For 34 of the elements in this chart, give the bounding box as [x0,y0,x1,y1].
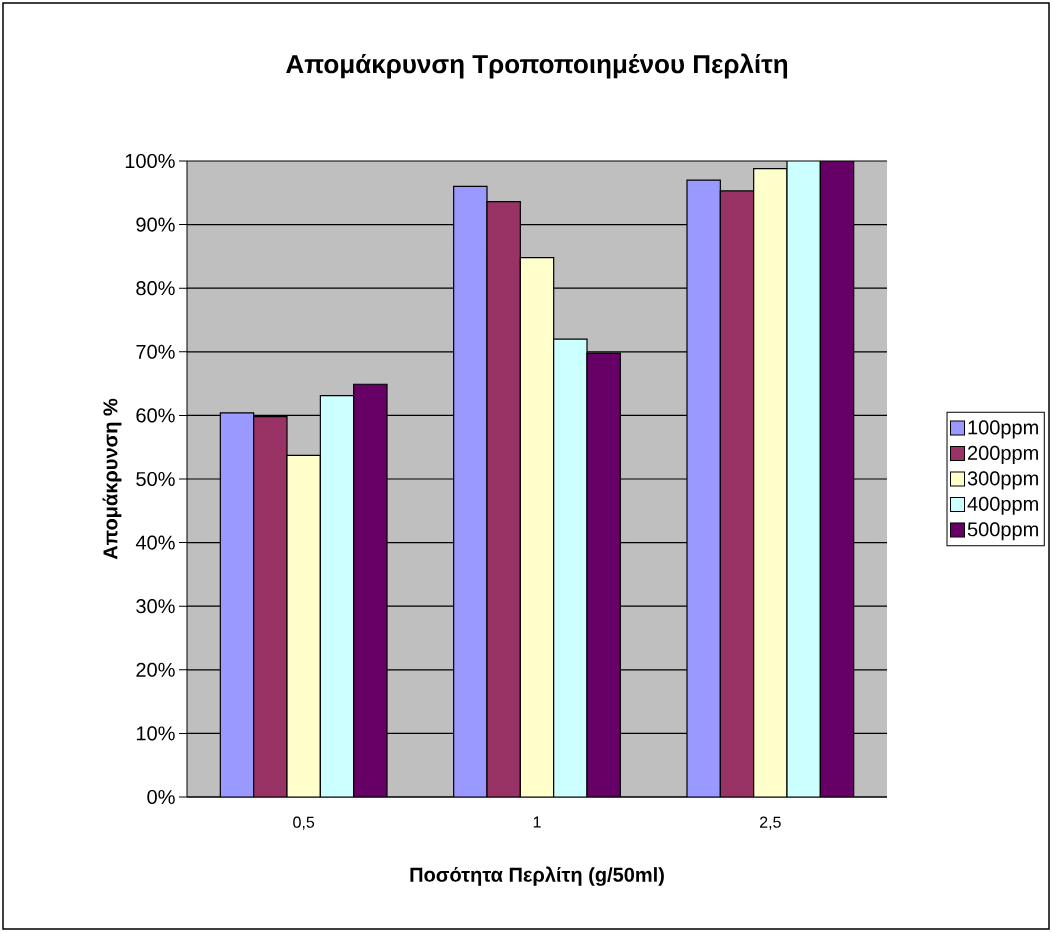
bar [219,412,255,797]
bar [553,338,588,797]
bar [786,160,821,797]
y-tick-label: 10% [136,726,175,741]
y-tick-label: 100% [125,153,175,169]
bar [719,190,755,797]
y-tick-label: 80% [136,281,175,296]
bar [686,179,721,797]
y-tick-label: 50% [136,471,175,487]
y-axis-title: Απομάκρυνση % [102,398,122,560]
legend-label: 400ppm [967,496,1038,515]
legend-label: 500ppm [967,522,1038,541]
x-tick-label: 0,5 [293,816,315,830]
y-tick-label: 60% [136,408,175,423]
x-axis-title: Ποσότητα Περλίτη (g/50ml) [410,866,664,886]
bar [453,185,488,797]
y-tick-label: 40% [135,535,175,550]
bar [486,201,521,797]
legend-label: 200ppm [968,445,1038,464]
legend-label: 100ppm [968,420,1038,439]
x-tick-label: 1 [533,816,541,828]
legend-label: 300ppm [967,471,1038,490]
bar [319,395,355,797]
bar [819,160,855,797]
x-tick-label: 2,5 [760,816,781,830]
chart-title: Απομάκρυνση Τροποποιημένου Περλίτη [286,53,788,79]
y-tick-label: 70% [136,344,175,359]
y-tick-label: 90% [136,217,175,232]
y-tick-label: 30% [136,599,175,614]
bar [253,416,288,797]
y-tick-label: 20% [136,662,175,677]
bar [586,352,621,797]
y-tick-label: 0% [147,789,175,805]
bar [353,383,388,797]
